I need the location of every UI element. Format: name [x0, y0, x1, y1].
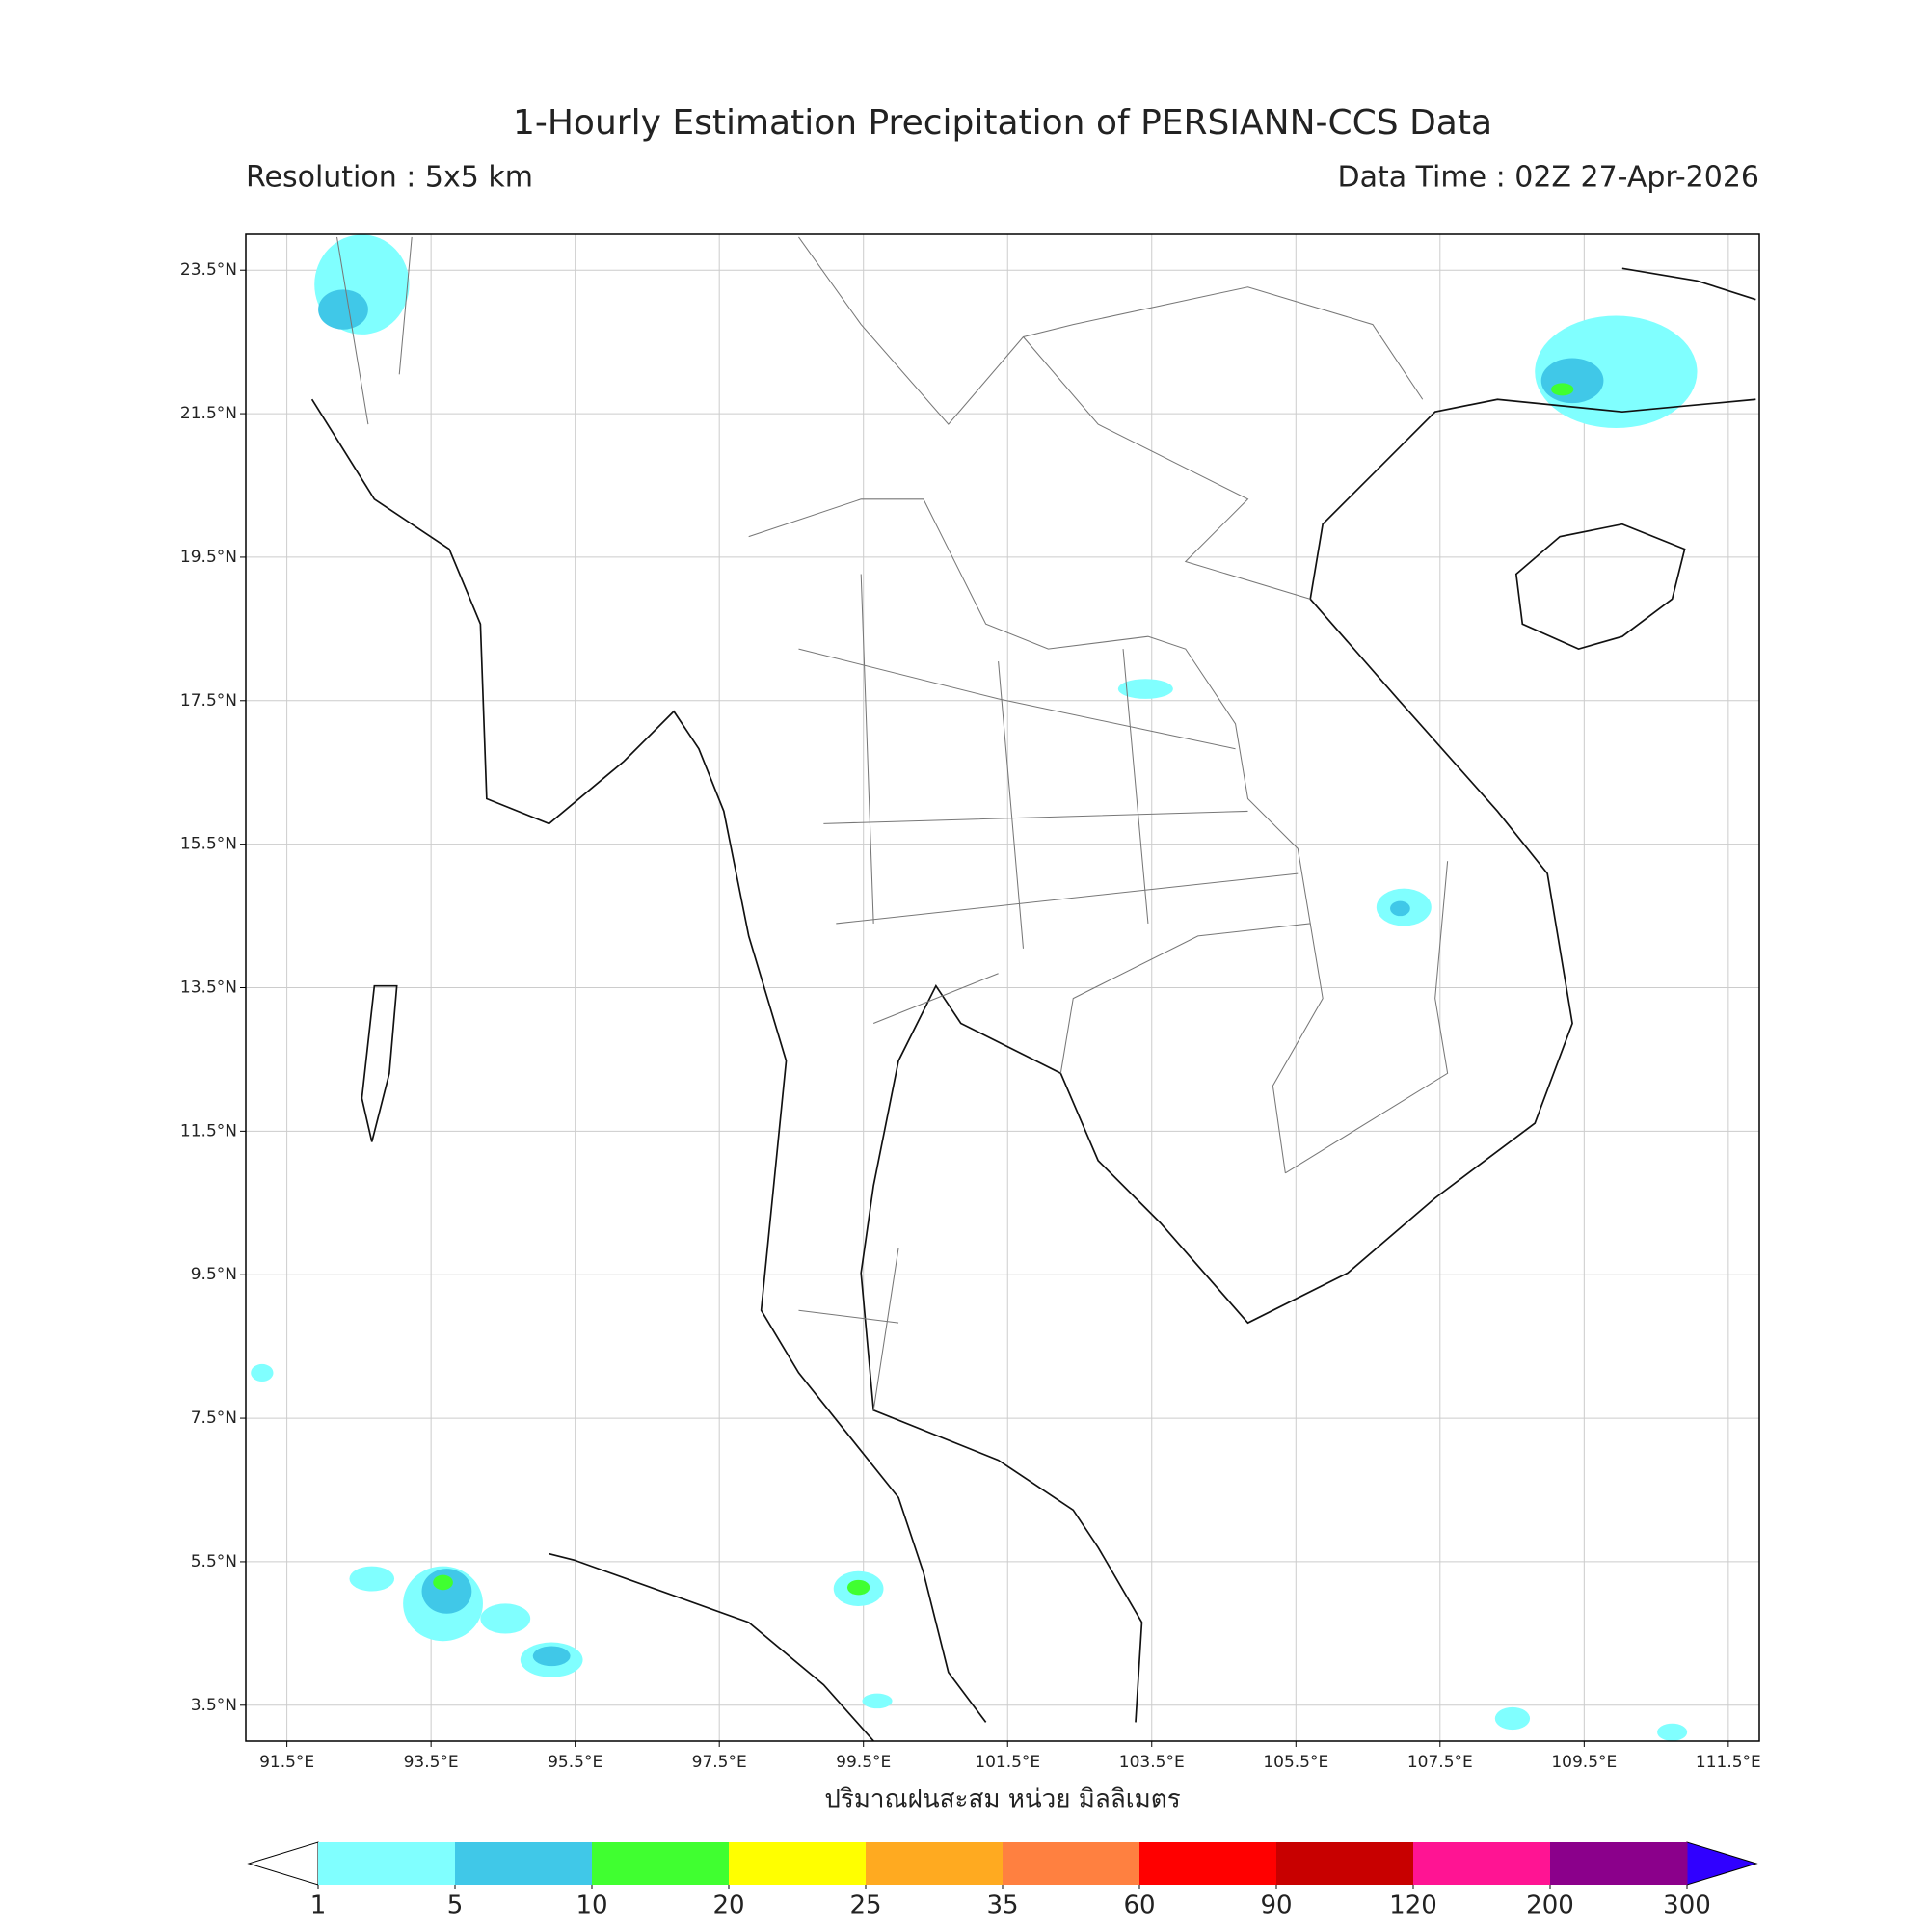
lon-tick-label: 103.5°E [1119, 1753, 1185, 1772]
lon-tick-label: 97.5°E [692, 1753, 747, 1772]
colorbar-segment [1003, 1842, 1140, 1885]
rain-area [251, 1363, 274, 1382]
lon-tick-label: 105.5°E [1263, 1753, 1328, 1772]
rain-area [1540, 358, 1604, 404]
lon-tick-label: 107.5°E [1407, 1753, 1473, 1772]
rain-area [532, 1646, 571, 1667]
rain-area [1551, 383, 1574, 396]
coastline [860, 398, 1756, 1723]
data-time: Data Time : 02Z 27-Apr-2026 [1337, 161, 1759, 195]
colorbar-segment [729, 1842, 867, 1885]
colorbar-tick-label: 200 [1526, 1892, 1574, 1920]
colorbar-tick-label: 5 [447, 1892, 464, 1920]
colorbar-tick-label: 20 [712, 1892, 744, 1920]
rain-area [349, 1566, 395, 1592]
rain-area [421, 1569, 472, 1614]
lon-tick-label: 101.5°E [975, 1753, 1040, 1772]
lon-tick-label: 99.5°E [836, 1753, 891, 1772]
colorbar-tick-label: 90 [1260, 1892, 1292, 1920]
colorbar-tick-label: 300 [1663, 1892, 1711, 1920]
lat-tick-label: 19.5°N [180, 548, 237, 567]
lon-tick-label: 95.5°E [548, 1753, 602, 1772]
colorbar: 1 5 10 20 25 35 60 90 120 200 300 [247, 1841, 1758, 1920]
colorbar-tick-label: 10 [576, 1892, 607, 1920]
colorbar-segment [455, 1842, 593, 1885]
lat-tick-label: 3.5°N [191, 1696, 237, 1715]
title: 1-Hourly Estimation Precipitation of PER… [513, 103, 1492, 143]
colorbar-segment [318, 1842, 456, 1885]
coastline [549, 1552, 874, 1742]
rain-area [318, 289, 368, 330]
colorbar-label: ปริมาณฝนสะสม หน่วย มิลลิเมตร [824, 1785, 1180, 1814]
lon-tick-label: 109.5°E [1551, 1753, 1617, 1772]
rain-area [1390, 900, 1410, 917]
colorbar-tick-label: 60 [1123, 1892, 1155, 1920]
lat-tick-label: 17.5°N [180, 691, 237, 711]
coastline [1621, 267, 1756, 301]
rain-area [1494, 1706, 1531, 1731]
grid [246, 234, 1759, 1741]
lat-tick-label: 21.5°N [180, 404, 237, 423]
colorbar-segment [1550, 1842, 1688, 1885]
lat-tick-label: 23.5°N [180, 260, 237, 280]
rain-area [1117, 679, 1173, 699]
colorbar-tick-label: 25 [849, 1892, 881, 1920]
colorbar-segment [592, 1842, 730, 1885]
province-border [798, 574, 1299, 1410]
lat-tick-label: 5.5°N [191, 1552, 237, 1571]
rain-area [1657, 1723, 1688, 1741]
lat-tick-label: 9.5°N [191, 1265, 237, 1284]
colorbar-segment [1139, 1842, 1277, 1885]
rain-area [862, 1693, 893, 1709]
colorbar-under [247, 1841, 319, 1886]
colorbar-segment [866, 1842, 1004, 1885]
lat-tick-label: 7.5°N [191, 1409, 237, 1428]
lat-tick-label: 13.5°N [180, 979, 237, 998]
rain-area [846, 1579, 870, 1596]
coastline [1514, 523, 1686, 651]
colorbar-segment [1413, 1842, 1551, 1885]
thailand-border [748, 498, 1311, 1074]
lon-tick-label: 111.5°E [1696, 1753, 1761, 1772]
colorbar-over [1686, 1841, 1758, 1886]
resolution: Resolution : 5x5 km [246, 161, 533, 195]
coastline [310, 398, 987, 1723]
lon-tick-label: 93.5°E [404, 1753, 459, 1772]
colorbar-tick-label: 1 [310, 1892, 327, 1920]
colorbar-tick-label: 120 [1389, 1892, 1437, 1920]
colorbar-segment [1276, 1842, 1414, 1885]
basemap [251, 234, 1756, 1742]
lat-tick-label: 15.5°N [180, 835, 237, 854]
colorbar-tick-label: 35 [986, 1892, 1018, 1920]
rain-area [433, 1574, 453, 1591]
coastline [361, 984, 398, 1142]
rain-area [480, 1603, 531, 1634]
rain-areas [251, 234, 1698, 1741]
country-border [336, 236, 1449, 1174]
lat-tick-label: 11.5°N [180, 1121, 237, 1140]
lon-tick-label: 91.5°E [259, 1753, 314, 1772]
